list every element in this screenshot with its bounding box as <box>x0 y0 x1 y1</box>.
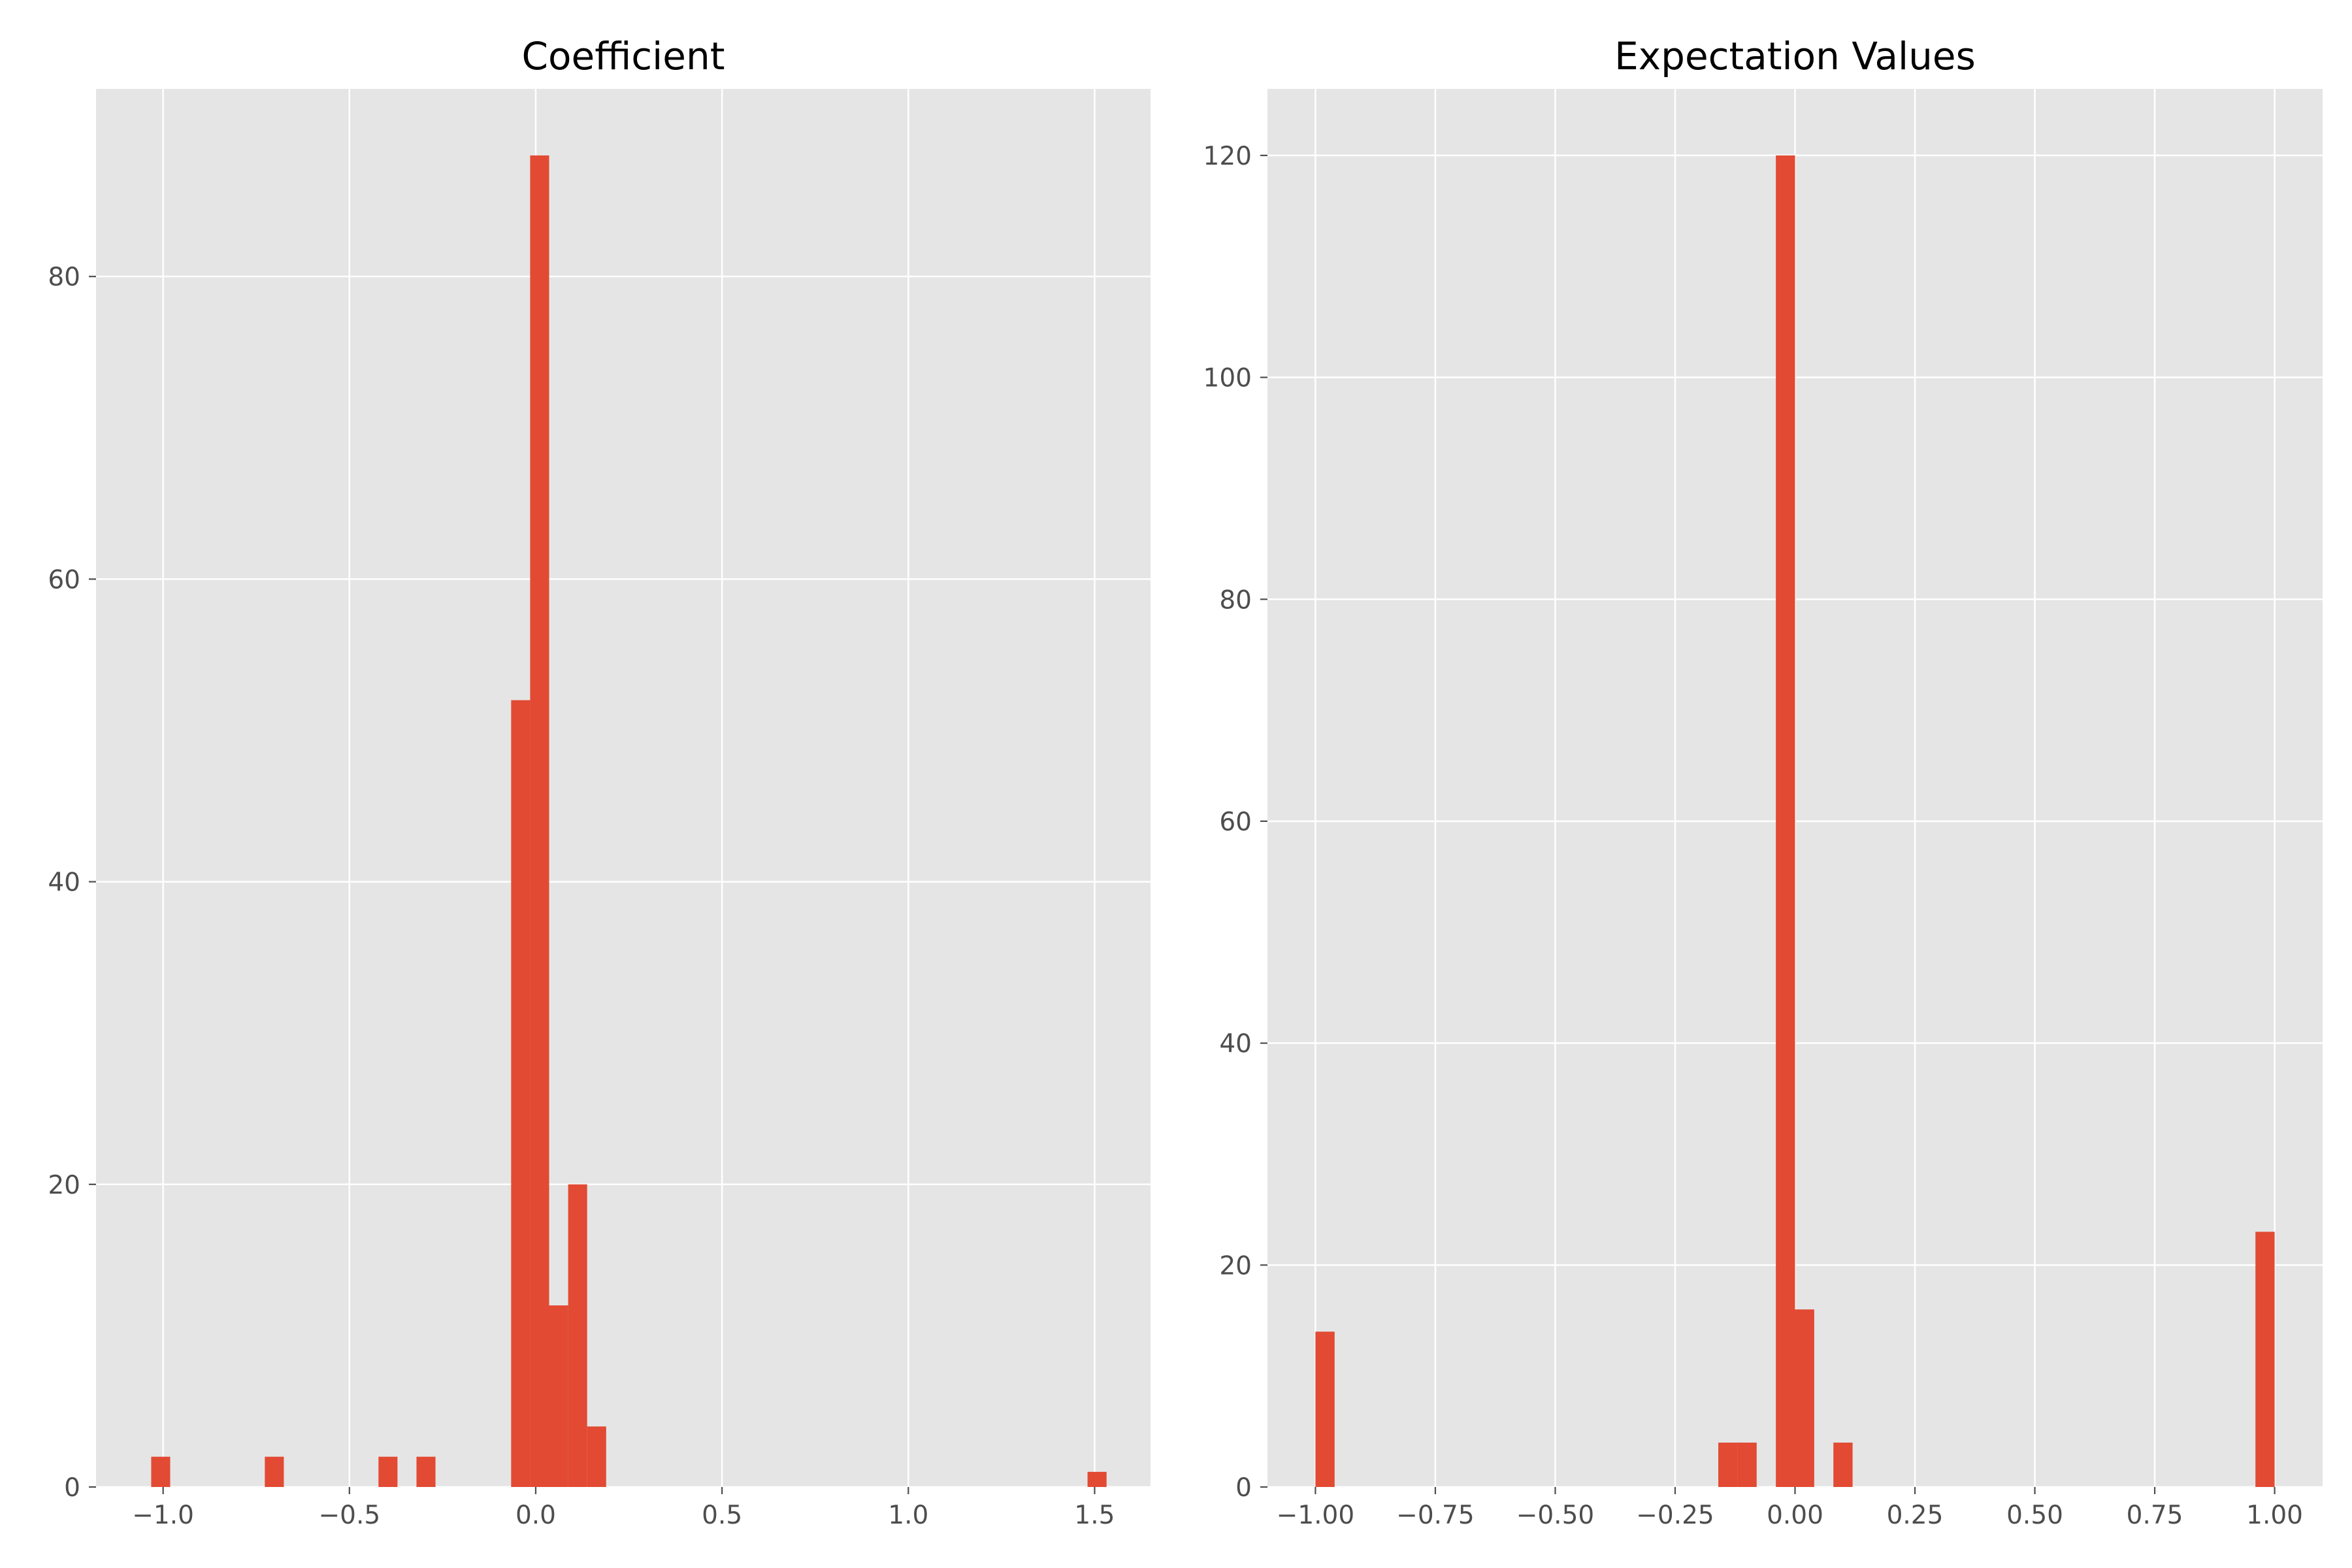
expectation-y-tick-label: 40 <box>1219 1030 1252 1059</box>
coefficient-histogram-bar <box>568 1184 587 1487</box>
coefficient-histogram: −1.0 −0.5 0.0 0.5 1.0 1.5 0 20 40 60 80 Coefficient <box>48 34 1151 1530</box>
expectation-y-tick-label: 80 <box>1219 585 1252 615</box>
expectation-y-tick-label: 20 <box>1219 1251 1252 1281</box>
expectation-histogram-bar <box>1833 1443 1853 1487</box>
expectation-histogram-bar <box>1737 1443 1757 1487</box>
expectation-x-tick-label: −0.75 <box>1396 1501 1475 1530</box>
coefficient-y-tick-label: 80 <box>48 263 80 292</box>
coefficient-x-tick-label: −0.5 <box>318 1501 380 1530</box>
coefficient-plot-area <box>96 89 1151 1487</box>
expectation-y-tick-label: 60 <box>1219 808 1252 837</box>
coefficient-histogram-bar <box>265 1456 284 1487</box>
expectation-histogram-bar <box>1315 1331 1335 1487</box>
expectation-x-tick-label: −0.50 <box>1516 1501 1595 1530</box>
expectation-histogram-bar <box>1795 1309 1814 1487</box>
coefficient-chart-title: Coefficient <box>522 34 725 78</box>
coefficient-x-tick-label: 1.0 <box>888 1501 928 1530</box>
expectation-x-tick-label: 0.75 <box>2127 1501 2183 1530</box>
coefficient-x-tick-label: 0.5 <box>702 1501 742 1530</box>
expectation-histogram-bar <box>1776 155 1795 1487</box>
coefficient-y-tick-label: 0 <box>64 1473 80 1503</box>
coefficient-histogram-bar <box>587 1426 606 1487</box>
expectation-x-tick-label: 0.00 <box>1767 1501 1823 1530</box>
coefficient-histogram-bar <box>1087 1471 1107 1487</box>
coefficient-histogram-bar <box>416 1456 436 1487</box>
expectation-chart-title: Expectation Values <box>1614 34 1976 78</box>
coefficient-y-tick-label: 20 <box>48 1171 80 1200</box>
coefficient-histogram-bar <box>151 1456 171 1487</box>
expectation-histogram-bar <box>1718 1443 1738 1487</box>
expectation-x-tick-label: −1.00 <box>1277 1501 1355 1530</box>
expectation-y-tick-label: 0 <box>1235 1473 1252 1503</box>
expectation-x-tick-label: 0.25 <box>1887 1501 1944 1530</box>
coefficient-histogram-bar <box>549 1305 568 1487</box>
coefficient-y-tick-label: 40 <box>48 868 80 898</box>
expectation-y-tick-label: 120 <box>1203 142 1252 171</box>
coefficient-y-tick-label: 60 <box>48 565 80 595</box>
expectation-x-tick-label: 0.50 <box>2006 1501 2063 1530</box>
expectation-histogram-bar <box>2255 1232 2275 1487</box>
coefficient-x-tick-label: 0.0 <box>515 1501 556 1530</box>
expectation-x-tick-label: −0.25 <box>1636 1501 1714 1530</box>
expectation-y-tick-label: 100 <box>1203 364 1252 393</box>
expectation-values-histogram: −1.00 −0.75 −0.50 −0.25 0.00 0.25 0.50 0.75 1.00… <box>1203 34 2323 1530</box>
coefficient-x-tick-label: 1.5 <box>1074 1501 1115 1530</box>
coefficient-histogram-bar <box>511 700 531 1487</box>
coefficient-histogram-bar <box>530 155 549 1487</box>
expectation-x-tick-label: 1.00 <box>2246 1501 2303 1530</box>
coefficient-histogram-bar <box>378 1456 398 1487</box>
coefficient-x-tick-label: −1.0 <box>132 1501 194 1530</box>
